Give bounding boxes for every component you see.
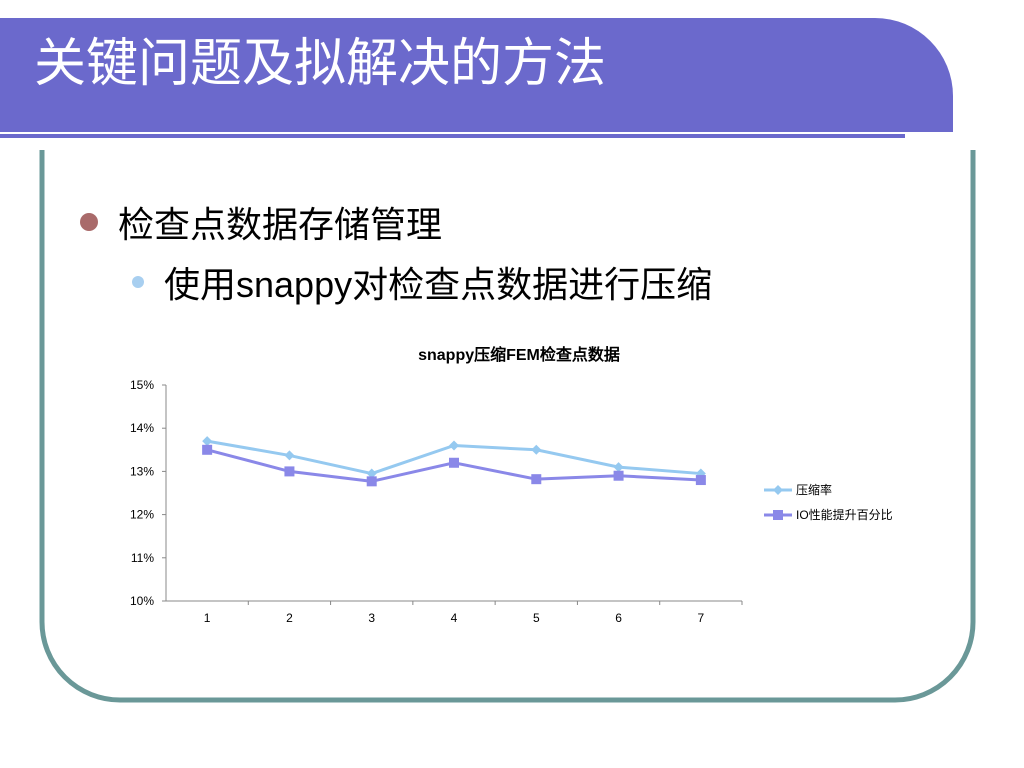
data-point <box>202 444 213 455</box>
content-frame <box>39 150 976 703</box>
y-tick-label: 12% <box>130 508 154 522</box>
legend-marker <box>773 485 783 495</box>
data-point <box>284 450 295 461</box>
x-tick-label: 2 <box>286 611 293 625</box>
x-tick-label: 1 <box>204 611 211 625</box>
y-tick-label: 11% <box>131 551 154 565</box>
data-point <box>531 444 542 455</box>
slide-title: 关键问题及拟解决的方法 <box>34 34 607 94</box>
chart-title: snappy压缩FEM检查点数据 <box>418 345 620 364</box>
data-point <box>531 474 542 485</box>
data-point <box>202 436 213 447</box>
bullet-dot-icon <box>80 213 98 231</box>
data-point <box>449 457 459 468</box>
x-tick-label: 5 <box>533 611 540 625</box>
data-point <box>284 466 295 477</box>
x-tick-label: 7 <box>698 611 705 625</box>
data-point <box>366 476 377 487</box>
bullet-level2-suffix: 对检查点数据进行压缩 <box>352 265 713 306</box>
legend-marker <box>773 510 783 520</box>
bullet-level2: 使用snappy对检查点数据进行压缩 <box>132 256 712 308</box>
x-tick-label: 6 <box>615 611 622 625</box>
legend-label: IO性能提升百分比 <box>796 507 893 522</box>
data-point <box>695 475 706 486</box>
data-point <box>613 470 624 481</box>
bullet-level1: 检查点数据存储管理 <box>80 196 442 248</box>
y-tick-label: 13% <box>130 464 154 478</box>
bullet-level2-prefix: 使用 <box>164 265 237 306</box>
legend-label: 压缩率 <box>796 482 832 497</box>
data-point <box>613 462 624 473</box>
x-tick-label: 4 <box>451 611 458 625</box>
y-tick-label: 10% <box>130 594 154 608</box>
bullet-level2-text: 使用snappy对检查点数据进行压缩 <box>164 256 712 308</box>
bullet-level2-latin: snappy <box>236 264 353 305</box>
data-point <box>366 468 377 479</box>
data-point <box>449 440 459 451</box>
y-tick-label: 15% <box>130 378 154 392</box>
y-tick-label: 14% <box>130 421 154 435</box>
bullet-dot-icon <box>132 276 144 288</box>
bullet-level1-text: 检查点数据存储管理 <box>118 205 443 246</box>
x-tick-label: 3 <box>368 611 375 625</box>
title-bar <box>0 18 953 132</box>
